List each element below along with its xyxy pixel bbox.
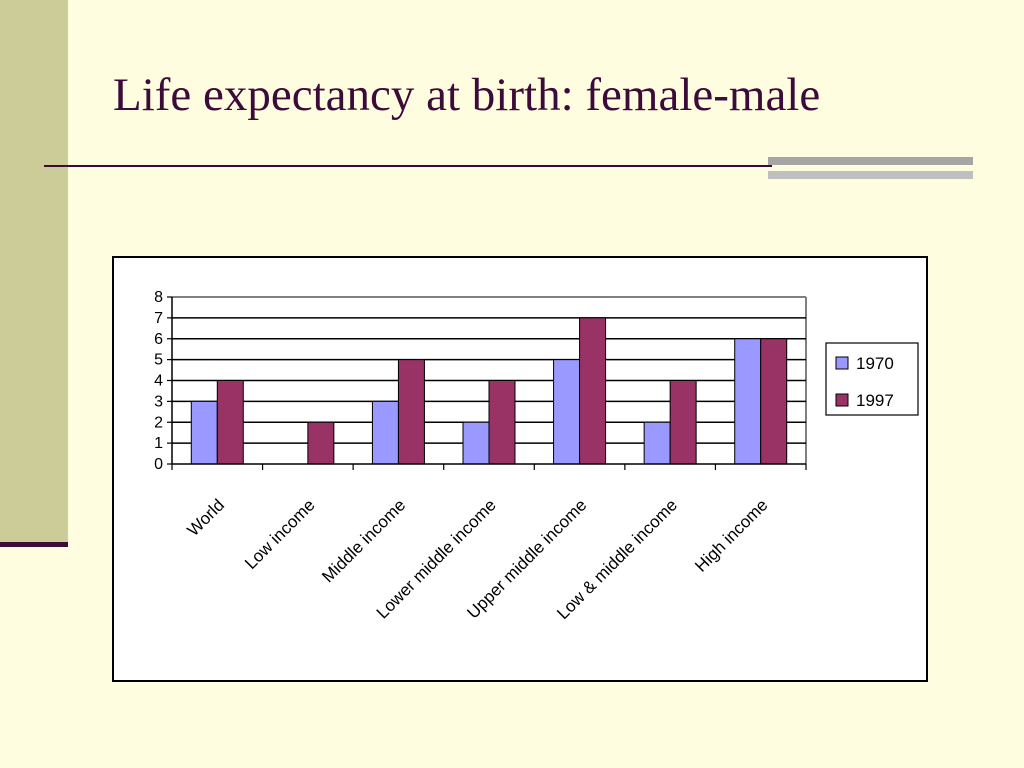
legend-swatch <box>835 393 849 407</box>
sidebar-decoration <box>0 0 68 545</box>
title-rule-decoration <box>768 157 973 179</box>
category-label: Low income <box>241 495 319 573</box>
y-tick-label: 2 <box>154 414 163 431</box>
y-tick-label: 3 <box>154 393 163 410</box>
legend-swatch <box>835 356 849 370</box>
chart-bars <box>190 317 788 465</box>
y-tick-label: 6 <box>154 331 163 348</box>
title-underline <box>44 165 772 167</box>
bar-1997-2 <box>397 359 425 465</box>
y-tick-label: 8 <box>154 289 163 306</box>
y-tick-label: 5 <box>154 352 163 369</box>
bar-1970-5 <box>643 421 671 465</box>
sidebar-accent-line <box>0 542 68 547</box>
bar-1970-4 <box>553 359 581 465</box>
legend-label: 1970 <box>856 354 894 373</box>
category-label: World <box>184 495 229 540</box>
bar-1970-0 <box>190 400 218 465</box>
bar-1970-3 <box>462 421 490 465</box>
y-tick-label: 0 <box>154 456 163 473</box>
category-label: High income <box>691 495 771 575</box>
bar-1997-4 <box>579 317 607 465</box>
bar-1970-6 <box>734 338 762 465</box>
chart-frame: 0 1 2 3 4 5 6 7 8 World Low income Middle income Low… <box>112 256 928 682</box>
chart-legend: 1970 1997 <box>825 342 919 416</box>
bar-1997-3 <box>488 380 516 465</box>
category-label: Middle income <box>318 495 409 586</box>
bar-1997-5 <box>669 380 697 465</box>
y-tick-label: 4 <box>154 373 163 390</box>
bar-1997-6 <box>760 338 788 465</box>
bar-1997-1 <box>307 421 335 465</box>
y-tick-label: 1 <box>154 435 163 452</box>
slide-title: Life expectancy at birth: female-male <box>113 69 821 121</box>
y-tick-label: 7 <box>154 310 163 327</box>
legend-label: 1997 <box>856 391 894 410</box>
bar-1970-2 <box>371 400 399 465</box>
bar-1997-0 <box>216 380 244 465</box>
chart-axes <box>167 296 807 470</box>
